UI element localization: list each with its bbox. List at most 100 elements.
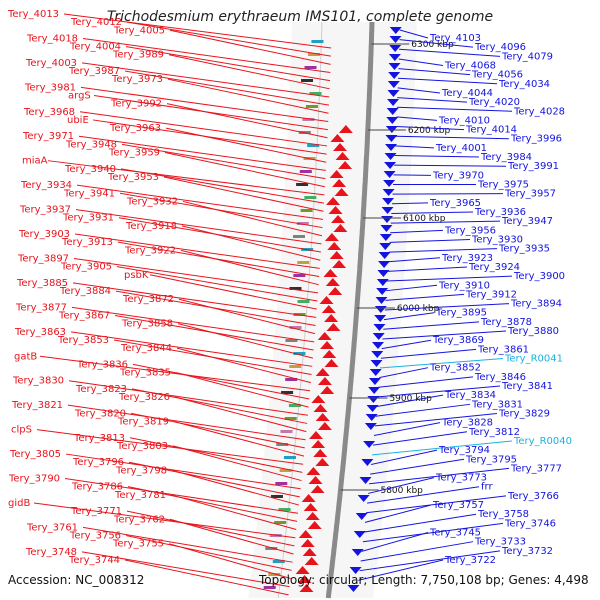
feature-block	[280, 430, 293, 433]
right-gene-label: Tery_3895	[435, 308, 487, 319]
left-gene-label: Tery_3819	[117, 416, 169, 427]
forward-gene-arrow	[306, 467, 321, 475]
right-gene-label: Tery_3745	[429, 528, 481, 539]
reverse-gene-arrow	[368, 378, 381, 385]
right-gene-label: Tery_3936	[474, 207, 526, 218]
right-gene-label: Tery_4096	[474, 42, 526, 53]
right-gene-label: Tery_4014	[465, 125, 517, 136]
left-gene-label: Tery_3937	[19, 205, 71, 216]
reverse-gene-arrow	[387, 99, 400, 106]
feature-block	[268, 573, 281, 576]
right-leader-line	[391, 202, 429, 205]
right-gene-label: Tery_3794	[438, 445, 490, 456]
reverse-gene-arrow	[374, 315, 387, 322]
forward-gene-arrow	[328, 206, 343, 214]
feature-block	[301, 79, 314, 82]
reverse-gene-arrow	[378, 252, 391, 259]
forward-gene-arrow	[329, 251, 344, 259]
right-leader-line	[397, 87, 441, 94]
right-gene-label: Tery_3975	[477, 180, 529, 191]
feature-block	[293, 274, 306, 277]
left-gene-label: Tery_3913	[61, 237, 113, 248]
forward-gene-arrow	[326, 197, 341, 205]
forward-gene-arrow	[305, 512, 320, 520]
left-leader-line	[173, 420, 305, 457]
right-gene-label: Tery_4068	[444, 60, 496, 71]
right-gene-label: Tery_3910	[438, 280, 490, 291]
reverse-gene-arrow	[375, 297, 388, 304]
left-leader-line	[129, 437, 303, 473]
forward-gene-arrow	[324, 314, 339, 322]
forward-gene-arrow	[308, 476, 323, 484]
right-gene-label: Tery_4056	[471, 70, 523, 81]
right-leader-line	[376, 394, 444, 408]
right-leader-line	[380, 358, 504, 369]
right-gene-label: Tery_3930	[471, 234, 523, 245]
right-leader-line	[398, 77, 498, 85]
right-gene-label: Tery_3766	[507, 491, 559, 502]
right-leader-line	[391, 211, 474, 214]
right-gene-label: Tery_3841	[501, 381, 553, 392]
reverse-gene-arrow	[383, 180, 396, 187]
reverse-gene-arrow	[357, 495, 370, 502]
right-gene-label: Tery_3970	[432, 170, 484, 181]
reverse-gene-arrow	[388, 54, 401, 61]
reverse-gene-arrow	[388, 72, 401, 79]
left-leader-line	[132, 363, 310, 400]
reverse-gene-arrow	[389, 27, 402, 34]
forward-gene-arrow	[321, 305, 336, 313]
left-leader-line	[182, 200, 323, 237]
left-gene-label: Tery_3826	[118, 392, 170, 403]
right-gene-label: Tery_3831	[471, 399, 523, 410]
forward-gene-arrow	[317, 332, 332, 340]
right-gene-label: Tery_3923	[441, 253, 493, 264]
left-gene-label: Tery_3830	[12, 376, 64, 387]
left-leader-line	[81, 62, 330, 98]
right-gene-label: Tery_3984	[480, 152, 532, 163]
right-gene-label: Tery_4020	[468, 97, 520, 108]
feature-block	[284, 417, 297, 420]
forward-gene-arrow	[315, 413, 330, 421]
right-leader-line	[380, 348, 477, 359]
reverse-gene-arrow	[384, 162, 397, 169]
right-leader-line	[394, 164, 507, 167]
scale-tick-label: 5900 kbp	[389, 394, 432, 404]
left-gene-label: Tery_3823	[75, 384, 127, 395]
left-gene-label: Tery_3820	[74, 408, 126, 419]
left-gene-label: Tery_3903	[18, 229, 70, 240]
reverse-gene-arrow	[379, 243, 392, 250]
forward-gene-arrow	[320, 386, 335, 394]
left-leader-line	[125, 535, 292, 571]
right-leader-line	[386, 275, 513, 282]
right-gene-label: Tery_4044	[441, 88, 493, 99]
left-leader-line	[165, 127, 327, 163]
left-gene-label: Tery_4005	[113, 25, 165, 36]
left-leader-line	[74, 233, 320, 269]
feature-block	[276, 443, 289, 446]
feature-block	[292, 235, 305, 238]
left-leader-line	[121, 143, 326, 180]
left-gene-label: ubiE	[67, 115, 89, 126]
left-gene-label: Tery_3941	[63, 188, 115, 199]
right-leader-line	[384, 303, 510, 311]
right-leader-line	[399, 39, 474, 48]
left-leader-line	[181, 225, 321, 261]
right-gene-label: Tery_4010	[438, 115, 490, 126]
feature-block	[299, 170, 312, 173]
right-leader-line	[361, 532, 429, 552]
left-leader-line	[127, 486, 298, 522]
left-leader-line	[81, 551, 290, 588]
right-leader-line	[381, 339, 432, 350]
right-leader-line	[397, 97, 468, 103]
right-leader-line	[390, 220, 501, 224]
left-gene-label: Tery_3932	[126, 196, 178, 207]
left-leader-line	[75, 209, 322, 245]
feature-block	[296, 222, 309, 225]
reverse-gene-arrow	[386, 117, 399, 124]
topology-label: Topology: circular; Length: 7,750,108 bp…	[259, 573, 589, 587]
reverse-gene-arrow	[366, 405, 379, 412]
left-gene-label: Tery_3805	[9, 449, 61, 460]
right-leader-line	[385, 293, 465, 301]
left-gene-label: Tery_3755	[112, 539, 164, 550]
